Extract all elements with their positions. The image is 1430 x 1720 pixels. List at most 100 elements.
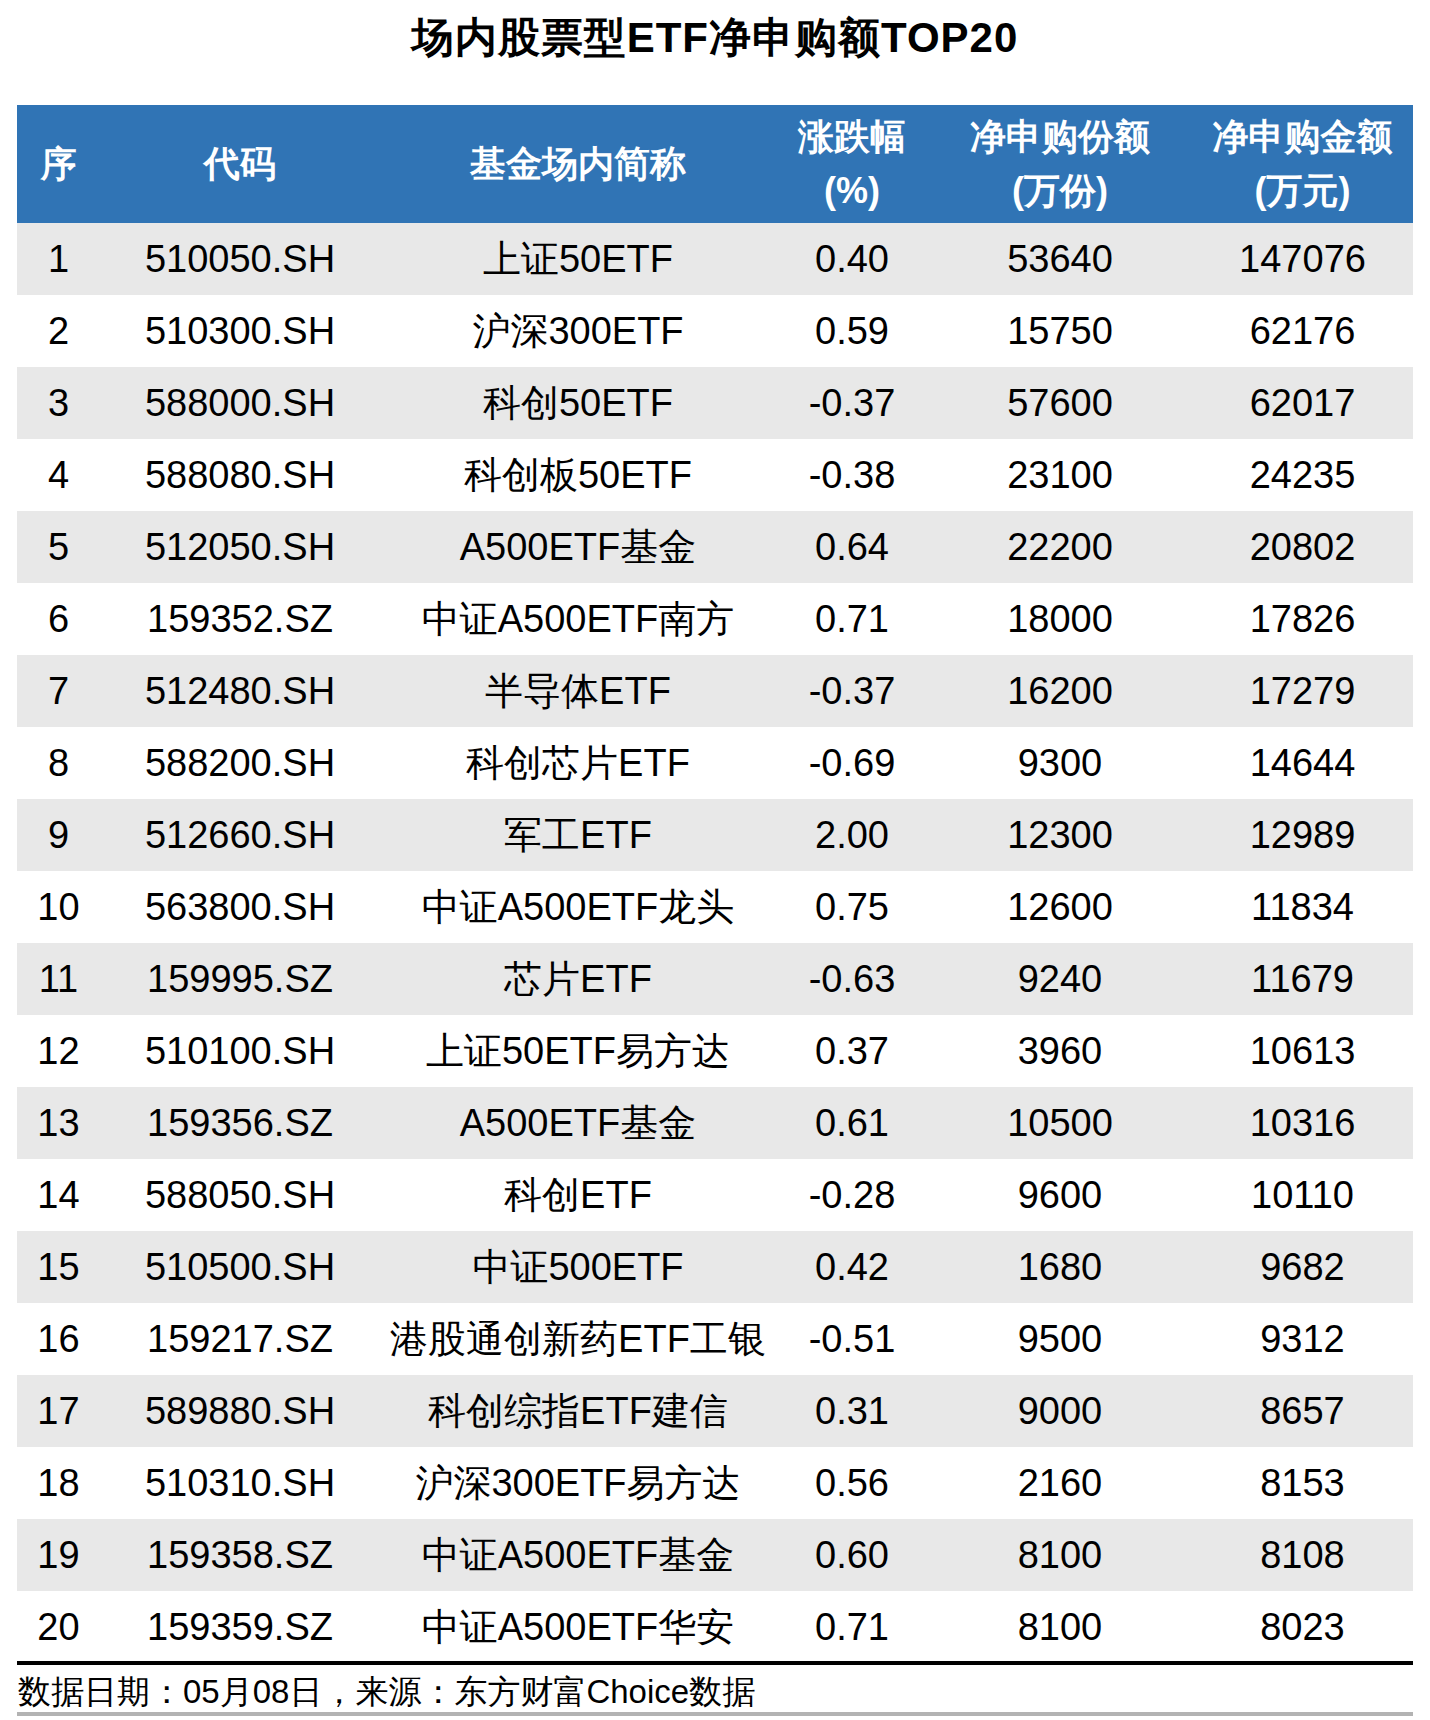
table-row: 16159217.SZ港股通创新药ETF工银-0.5195009312: [17, 1303, 1413, 1375]
cell-net-shares: 16200: [928, 655, 1192, 727]
table-row: 10563800.SH中证A500ETF龙头0.751260011834: [17, 871, 1413, 943]
cell-code: 159356.SZ: [100, 1087, 380, 1159]
cell-fund-name: 科创综指ETF建信: [380, 1375, 776, 1447]
cell-change-pct: 0.31: [776, 1375, 928, 1447]
table-row: 4588080.SH科创板50ETF-0.382310024235: [17, 439, 1413, 511]
col-header-label: 净申购金额: [1192, 110, 1413, 164]
cell-net-shares: 3960: [928, 1015, 1192, 1087]
cell-code: 588050.SH: [100, 1159, 380, 1231]
cell-code: 159359.SZ: [100, 1591, 380, 1663]
cell-code: 159995.SZ: [100, 943, 380, 1015]
cell-seq: 8: [17, 727, 100, 799]
cell-net-amount: 62176: [1192, 295, 1413, 367]
col-header-net-amount: 净申购金额 (万元): [1192, 105, 1413, 223]
cell-seq: 5: [17, 511, 100, 583]
cell-seq: 3: [17, 367, 100, 439]
col-header-unit: (%): [776, 164, 928, 218]
cell-change-pct: -0.63: [776, 943, 928, 1015]
cell-fund-name: 芯片ETF: [380, 943, 776, 1015]
cell-net-amount: 17279: [1192, 655, 1413, 727]
table-row: 7512480.SH半导体ETF-0.371620017279: [17, 655, 1413, 727]
cell-fund-name: 科创芯片ETF: [380, 727, 776, 799]
cell-seq: 13: [17, 1087, 100, 1159]
cell-net-amount: 11679: [1192, 943, 1413, 1015]
cell-seq: 4: [17, 439, 100, 511]
col-header-label: 涨跌幅: [776, 110, 928, 164]
col-header-change-pct: 涨跌幅 (%): [776, 105, 928, 223]
col-header-seq: 序: [17, 105, 100, 223]
bottom-border-line: [17, 1712, 1413, 1716]
cell-net-shares: 23100: [928, 439, 1192, 511]
cell-code: 510050.SH: [100, 223, 380, 295]
cell-change-pct: -0.28: [776, 1159, 928, 1231]
table-row: 2510300.SH沪深300ETF0.591575062176: [17, 295, 1413, 367]
cell-code: 589880.SH: [100, 1375, 380, 1447]
cell-code: 510300.SH: [100, 295, 380, 367]
table-row: 1510050.SH上证50ETF0.4053640147076: [17, 223, 1413, 295]
cell-code: 588080.SH: [100, 439, 380, 511]
cell-seq: 19: [17, 1519, 100, 1591]
cell-net-shares: 57600: [928, 367, 1192, 439]
table-row: 14588050.SH科创ETF-0.28960010110: [17, 1159, 1413, 1231]
cell-fund-name: 科创50ETF: [380, 367, 776, 439]
cell-change-pct: 0.37: [776, 1015, 928, 1087]
table-header-row: 序 代码 基金场内简称 涨跌幅 (%) 净申购份额 (万份): [17, 105, 1413, 223]
cell-fund-name: 中证A500ETF南方: [380, 583, 776, 655]
cell-seq: 2: [17, 295, 100, 367]
cell-net-amount: 9682: [1192, 1231, 1413, 1303]
col-header-unit: (万份): [928, 164, 1192, 218]
cell-change-pct: 0.71: [776, 583, 928, 655]
cell-fund-name: 中证A500ETF基金: [380, 1519, 776, 1591]
col-header-net-shares: 净申购份额 (万份): [928, 105, 1192, 223]
cell-fund-name: 科创ETF: [380, 1159, 776, 1231]
cell-change-pct: 0.64: [776, 511, 928, 583]
cell-code: 510310.SH: [100, 1447, 380, 1519]
cell-fund-name: 上证50ETF: [380, 223, 776, 295]
cell-change-pct: 0.40: [776, 223, 928, 295]
cell-fund-name: A500ETF基金: [380, 1087, 776, 1159]
cell-code: 159217.SZ: [100, 1303, 380, 1375]
cell-fund-name: 军工ETF: [380, 799, 776, 871]
table-row: 18510310.SH沪深300ETF易方达0.5621608153: [17, 1447, 1413, 1519]
table-row: 19159358.SZ中证A500ETF基金0.6081008108: [17, 1519, 1413, 1591]
col-header-label: 净申购份额: [928, 110, 1192, 164]
table-row: 8588200.SH科创芯片ETF-0.69930014644: [17, 727, 1413, 799]
cell-seq: 11: [17, 943, 100, 1015]
cell-net-shares: 53640: [928, 223, 1192, 295]
cell-fund-name: 沪深300ETF易方达: [380, 1447, 776, 1519]
cell-net-amount: 17826: [1192, 583, 1413, 655]
cell-change-pct: -0.37: [776, 367, 928, 439]
table-row: 20159359.SZ中证A500ETF华安0.7181008023: [17, 1591, 1413, 1663]
cell-code: 510500.SH: [100, 1231, 380, 1303]
cell-change-pct: 0.71: [776, 1591, 928, 1663]
col-header-code: 代码: [100, 105, 380, 223]
cell-net-shares: 8100: [928, 1591, 1192, 1663]
cell-code: 588000.SH: [100, 367, 380, 439]
cell-fund-name: 上证50ETF易方达: [380, 1015, 776, 1087]
cell-change-pct: 0.75: [776, 871, 928, 943]
cell-change-pct: 2.00: [776, 799, 928, 871]
cell-net-amount: 24235: [1192, 439, 1413, 511]
cell-change-pct: -0.69: [776, 727, 928, 799]
cell-code: 588200.SH: [100, 727, 380, 799]
cell-code: 512660.SH: [100, 799, 380, 871]
cell-code: 159352.SZ: [100, 583, 380, 655]
table-row: 17589880.SH科创综指ETF建信0.3190008657: [17, 1375, 1413, 1447]
table-row: 15510500.SH中证500ETF0.4216809682: [17, 1231, 1413, 1303]
cell-seq: 18: [17, 1447, 100, 1519]
cell-net-shares: 10500: [928, 1087, 1192, 1159]
table-row: 9512660.SH军工ETF2.001230012989: [17, 799, 1413, 871]
table-row: 5512050.SHA500ETF基金0.642220020802: [17, 511, 1413, 583]
cell-fund-name: 科创板50ETF: [380, 439, 776, 511]
cell-fund-name: 中证A500ETF龙头: [380, 871, 776, 943]
cell-seq: 20: [17, 1591, 100, 1663]
cell-seq: 12: [17, 1015, 100, 1087]
cell-seq: 16: [17, 1303, 100, 1375]
col-header-label: 基金场内简称: [380, 137, 776, 191]
cell-net-amount: 11834: [1192, 871, 1413, 943]
cell-net-amount: 8657: [1192, 1375, 1413, 1447]
cell-seq: 17: [17, 1375, 100, 1447]
cell-net-shares: 18000: [928, 583, 1192, 655]
cell-code: 512480.SH: [100, 655, 380, 727]
cell-seq: 6: [17, 583, 100, 655]
